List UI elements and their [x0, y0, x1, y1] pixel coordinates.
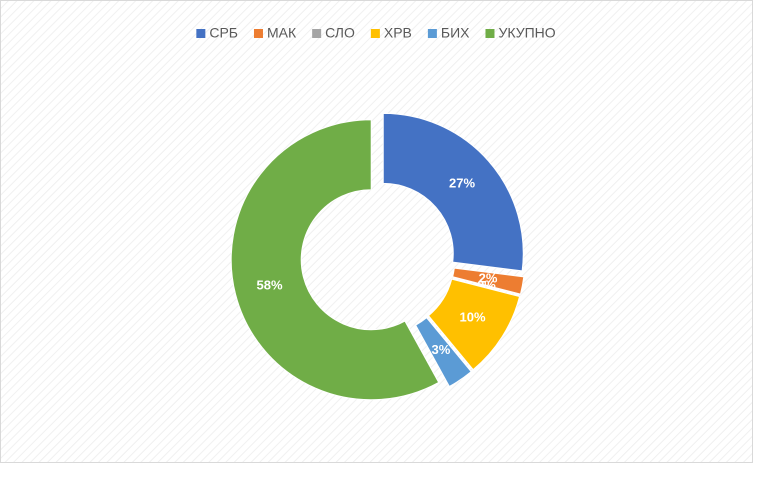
legend-label: УКУПНО: [498, 25, 555, 41]
legend-label: МАК: [267, 25, 297, 41]
donut-slice: [452, 276, 521, 296]
slice-label: 2%: [479, 270, 498, 285]
legend-label: ХРВ: [384, 25, 412, 41]
donut-slice: [427, 278, 521, 371]
legend-label: СЛО: [325, 25, 355, 41]
legend-swatch: [253, 29, 263, 38]
legend-label: СРБ: [209, 25, 238, 41]
slice-label: 3%: [432, 342, 451, 357]
donut-slice: [414, 317, 472, 388]
donut-slice: [452, 267, 525, 295]
legend-swatch: [427, 29, 437, 38]
donut-slice: [382, 112, 524, 272]
slice-label: 10%: [460, 309, 486, 324]
legend-swatch: [370, 29, 380, 38]
slice-label: 58%: [257, 277, 283, 292]
legend-label: БИХ: [441, 25, 470, 41]
legend-swatch: [312, 29, 322, 38]
legend-swatch: [196, 29, 206, 38]
donut-slice: [230, 119, 440, 401]
slice-label: 27%: [449, 175, 475, 190]
legend-swatch: [485, 29, 495, 38]
